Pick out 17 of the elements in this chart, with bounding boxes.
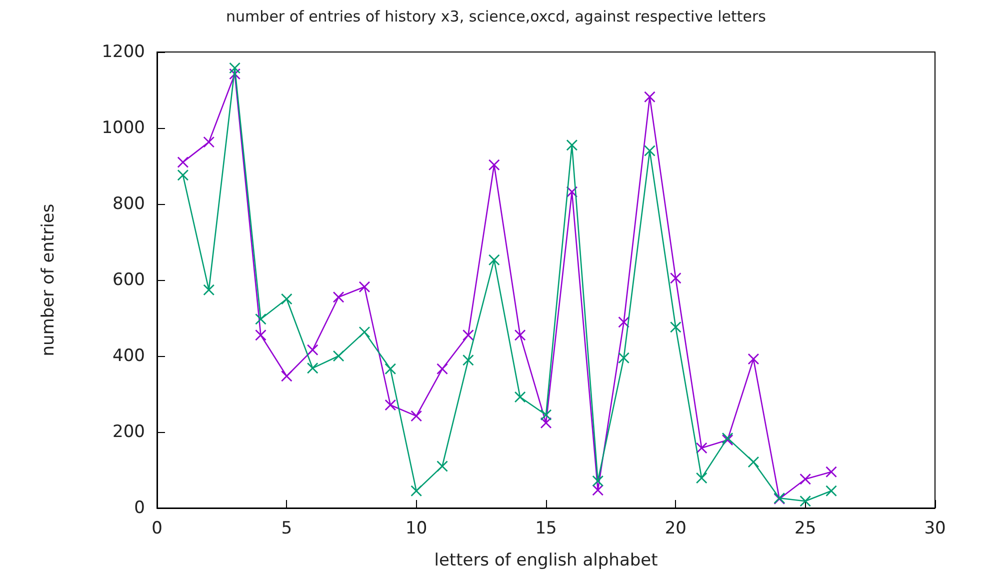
- y-axis-title: number of entries: [38, 204, 58, 356]
- y-tick-label: 0: [134, 498, 145, 518]
- x-axis-title: letters of english alphabet: [434, 550, 658, 570]
- x-tick-label: 0: [152, 518, 162, 538]
- y-tick-label: 200: [112, 422, 145, 442]
- x-tick-label: 5: [281, 518, 292, 538]
- chart-title: number of entries of history x3, science,oxcd, against respective letters: [226, 8, 766, 26]
- y-tick-label: 600: [112, 270, 145, 290]
- x-tick-label: 20: [664, 518, 686, 538]
- x-tick-label: 10: [406, 518, 428, 538]
- x-tick-label: 25: [794, 518, 816, 538]
- x-tick-label: 15: [535, 518, 557, 538]
- y-tick-label: 800: [112, 194, 145, 214]
- y-tick-label: 1000: [102, 118, 145, 138]
- y-tick-label: 1200: [102, 42, 145, 62]
- y-tick-label: 400: [112, 346, 145, 366]
- x-tick-label: 30: [924, 518, 946, 538]
